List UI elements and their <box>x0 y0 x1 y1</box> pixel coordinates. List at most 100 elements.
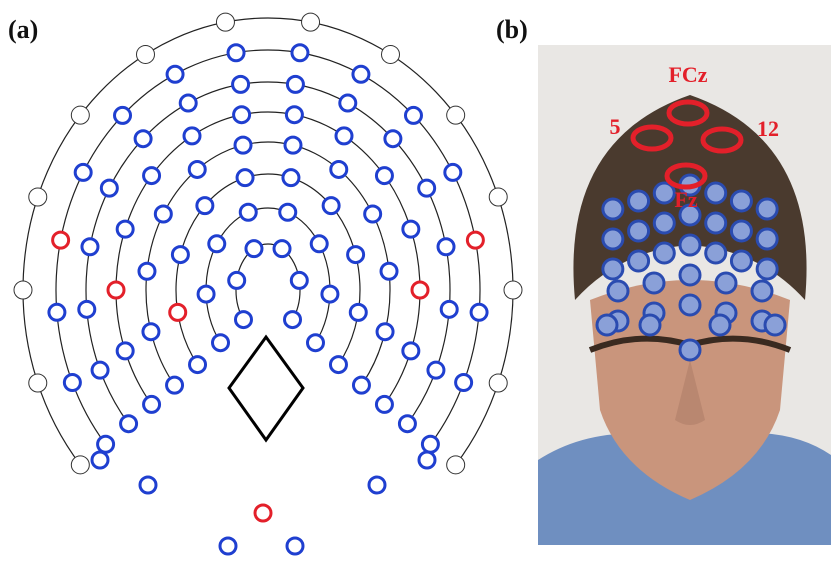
cap-electrode <box>640 315 660 335</box>
electrode <box>190 357 206 373</box>
electrode <box>82 239 98 255</box>
electrode <box>365 206 381 222</box>
electrode <box>399 416 415 432</box>
electrode <box>311 236 327 252</box>
electrode <box>167 377 183 393</box>
electrode <box>172 247 188 263</box>
electrode <box>322 286 338 302</box>
cap-electrode <box>654 243 674 263</box>
electrode <box>71 456 89 474</box>
electrode-layout <box>14 13 522 554</box>
electrode <box>419 452 435 468</box>
electrode <box>376 396 392 412</box>
electrode <box>405 107 421 123</box>
cap-electrode <box>731 251 751 271</box>
panel-label: (a) <box>8 15 38 44</box>
electrode <box>323 198 339 214</box>
electrode <box>71 106 89 124</box>
electrode <box>274 241 290 257</box>
electrode <box>234 107 250 123</box>
cap-electrode <box>597 315 617 335</box>
electrode <box>240 204 256 220</box>
electrode <box>438 239 454 255</box>
electrode <box>117 221 133 237</box>
cap-electrode <box>654 183 674 203</box>
electrode <box>353 66 369 82</box>
cap-electrode <box>644 273 664 293</box>
electrode <box>220 538 236 554</box>
electrode <box>170 304 186 320</box>
electrode <box>135 131 151 147</box>
electrode <box>180 95 196 111</box>
annotation: 5 <box>610 114 621 139</box>
annotation: Fz <box>674 187 697 212</box>
cap-electrode <box>757 199 777 219</box>
electrode <box>235 137 251 153</box>
electrode <box>144 168 160 184</box>
electrode <box>197 198 213 214</box>
electrode <box>92 452 108 468</box>
electrode <box>419 180 435 196</box>
electrode <box>255 505 271 521</box>
electrode <box>377 324 393 340</box>
cap-electrode <box>706 213 726 233</box>
ring-line <box>116 112 420 404</box>
electrode <box>144 396 160 412</box>
electrode <box>330 357 346 373</box>
electrode <box>350 304 366 320</box>
electrode <box>184 128 200 144</box>
cap-electrode <box>680 340 700 360</box>
electrode <box>143 324 159 340</box>
cap-electrode <box>731 221 751 241</box>
electrode <box>287 538 303 554</box>
cap-electrode <box>757 229 777 249</box>
electrode <box>101 180 117 196</box>
electrode <box>369 477 385 493</box>
ring-line <box>206 208 330 343</box>
electrode <box>167 66 183 82</box>
electrode <box>467 232 483 248</box>
electrode <box>108 282 124 298</box>
electrode <box>489 374 507 392</box>
electrode <box>381 263 397 279</box>
electrode <box>286 107 302 123</box>
electrode <box>155 206 171 222</box>
cap-electrode <box>716 273 736 293</box>
cap-electrode <box>654 213 674 233</box>
electrode <box>340 95 356 111</box>
electrode <box>285 312 301 328</box>
electrode <box>237 170 253 186</box>
electrode <box>471 304 487 320</box>
cap-electrode <box>752 281 772 301</box>
cap-electrode <box>680 295 700 315</box>
electrode <box>348 247 364 263</box>
cap-electrode <box>710 315 730 335</box>
electrode <box>441 301 457 317</box>
electrode <box>504 281 522 299</box>
electrode <box>233 76 249 92</box>
electrode <box>213 335 229 351</box>
electrode <box>198 286 214 302</box>
electrode <box>283 170 299 186</box>
diamond <box>229 337 303 440</box>
cap-electrode <box>629 221 649 241</box>
electrode <box>285 137 301 153</box>
cap-electrode <box>680 265 700 285</box>
cap-electrode <box>731 191 751 211</box>
cap-electrode <box>706 243 726 263</box>
electrode <box>75 164 91 180</box>
cap-electrode <box>603 199 623 219</box>
electrode <box>403 343 419 359</box>
electrode <box>445 164 461 180</box>
electrode <box>79 301 95 317</box>
electrode <box>189 161 205 177</box>
cap-electrode <box>765 315 785 335</box>
electrode <box>291 272 307 288</box>
electrode <box>307 335 323 351</box>
electrode <box>121 416 137 432</box>
electrode <box>385 131 401 147</box>
cap-electrode <box>706 183 726 203</box>
cap-electrode <box>757 259 777 279</box>
electrode <box>292 45 308 61</box>
electrode <box>139 263 155 279</box>
